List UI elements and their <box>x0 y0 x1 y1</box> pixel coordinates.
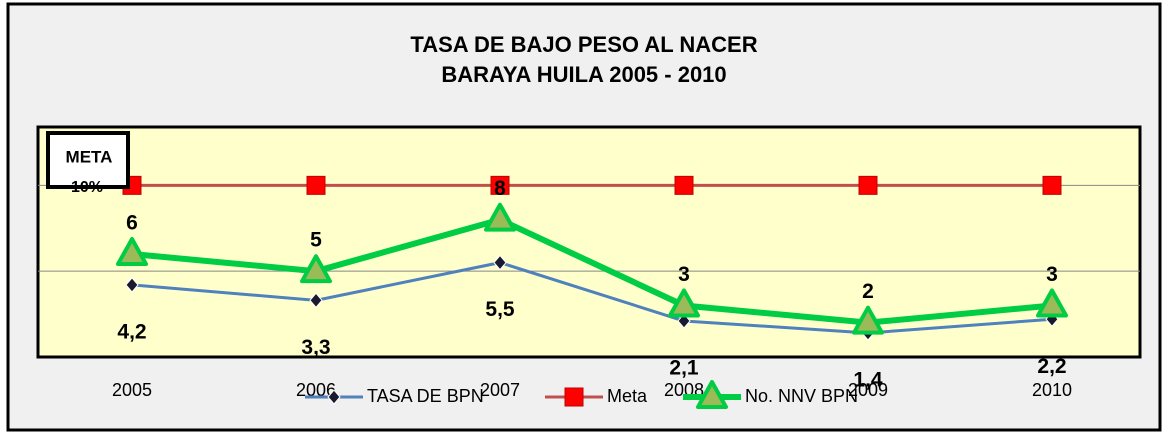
legend-symbol <box>696 380 728 409</box>
legend-label: No. NNV BPN <box>745 386 858 406</box>
data-label: 2 <box>862 280 874 303</box>
point-marker <box>858 175 878 195</box>
data-label: 1,4 <box>853 369 883 392</box>
x-tick-label: 2005 <box>112 380 152 400</box>
data-label: 8 <box>494 177 506 200</box>
x-tick-label: 2006 <box>296 380 336 400</box>
data-label: 3 <box>1046 263 1058 286</box>
legend-label: Meta <box>607 386 648 406</box>
data-label: 3 <box>678 263 690 286</box>
annotation-title: META <box>66 147 113 166</box>
point-marker <box>125 277 139 293</box>
plot-layer <box>38 175 1140 341</box>
data-label: 3,3 <box>301 336 330 359</box>
point-marker <box>309 292 323 309</box>
series-line <box>131 216 1053 326</box>
point-marker <box>116 237 148 267</box>
legend-symbol <box>327 389 341 405</box>
data-label: 6 <box>126 212 138 235</box>
chart-subtitle: BARAYA HUILA 2005 - 2010 <box>441 62 726 87</box>
series-line <box>131 261 1053 335</box>
annotation-text: 10% <box>71 179 103 196</box>
point-marker <box>668 288 700 318</box>
point-marker <box>1036 288 1068 318</box>
data-label: 4,2 <box>117 320 146 343</box>
x-tick-label: 2007 <box>480 380 520 400</box>
plot-area <box>36 125 1142 359</box>
chart-title: TASA DE BAJO PESO AL NACER <box>410 32 757 57</box>
point-marker <box>490 175 510 195</box>
data-label: 2,2 <box>1037 355 1066 378</box>
legend-label: TASA DE BPN <box>367 386 484 406</box>
point-marker <box>1042 175 1062 195</box>
point-marker <box>677 313 691 329</box>
x-tick-label: 2010 <box>1032 380 1072 400</box>
data-label: 2,1 <box>669 357 699 380</box>
point-marker <box>306 175 326 195</box>
data-label: 5,5 <box>485 298 515 321</box>
x-tick-label: 2009 <box>848 380 888 400</box>
point-marker <box>852 305 884 335</box>
annotation-box <box>46 131 130 189</box>
point-marker <box>674 175 694 195</box>
point-marker <box>300 254 332 284</box>
point-marker <box>493 254 507 271</box>
data-label: 5 <box>310 229 322 252</box>
point-marker <box>484 202 516 232</box>
legend-symbol <box>564 387 584 407</box>
